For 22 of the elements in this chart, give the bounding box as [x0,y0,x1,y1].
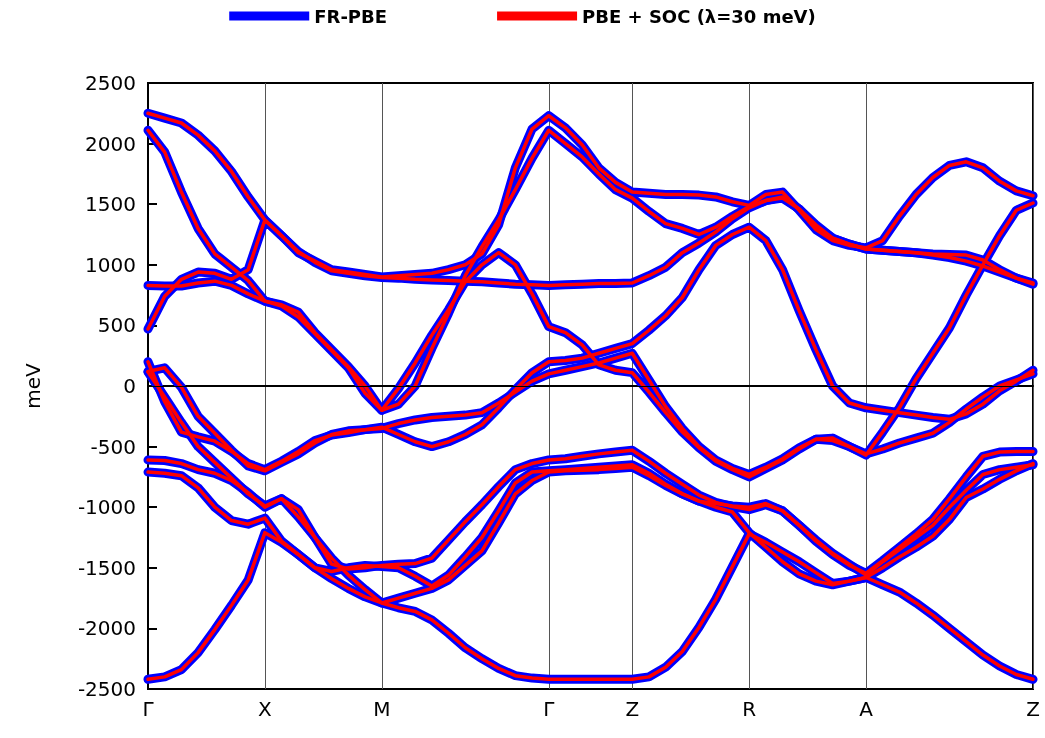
y-tick-label: 500 [97,313,136,338]
x-tick-label: Z [625,697,640,721]
x-tick-label: X [258,697,273,721]
y-tick-label: -500 [90,434,136,459]
y-tick-label: 2500 [85,71,136,95]
legend-label: PBE + SOC (λ=30 meV) [582,5,816,27]
x-tick-label: Z [1026,697,1040,721]
y-tick-label: -1000 [77,495,136,520]
legend-label: FR-PBE [314,5,388,27]
y-tick-label: -2000 [77,616,136,641]
y-tick-label: 1000 [85,252,136,277]
y-tick-label: 2000 [85,131,136,156]
y-tick-label: -1500 [77,555,136,580]
x-tick-label: R [742,697,757,721]
y-tick-label: 1500 [85,192,136,217]
y-axis-title: meV [21,362,45,409]
x-tick-label: M [373,697,391,721]
y-tick-label: 0 [123,374,136,398]
x-tick-label: A [859,697,874,721]
x-tick-label: Γ [543,697,556,721]
y-tick-label: -2500 [77,677,136,701]
x-tick-label: Γ [142,697,155,721]
